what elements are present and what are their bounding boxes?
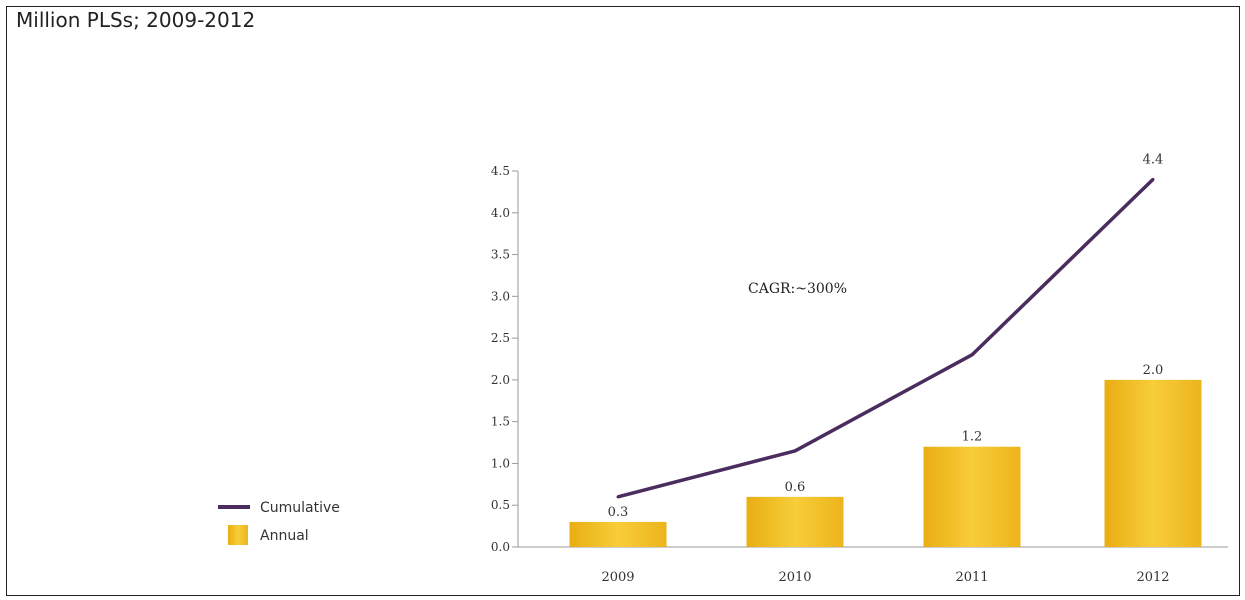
bar-annual-2011 [923, 446, 1021, 547]
y-tick-label: 1.5 [491, 415, 510, 429]
y-tick-label: 4.5 [491, 164, 510, 178]
data-labels: 0.3 0.6 1.2 2.0 4.4 [608, 152, 1164, 520]
y-tick-label: 2.0 [491, 373, 510, 387]
cagr-annotation: CAGR:~300% [748, 281, 847, 297]
y-tick-label: 2.5 [491, 331, 510, 345]
bar-value-label: 0.3 [608, 505, 629, 520]
x-tick-label: 2009 [601, 570, 634, 585]
y-tick-label: 0.0 [491, 540, 510, 554]
chart-frame [6, 6, 1240, 596]
bar-annual-2009 [569, 521, 667, 547]
x-tick-label: 2012 [1136, 570, 1169, 585]
cumulative-point-2010 [793, 449, 797, 453]
axes: 0.0 0.5 1.0 1.5 2.0 2.5 3.0 3.5 4.0 4.5 2009 2010 20… [491, 164, 1228, 585]
bar-annual-2010 [746, 496, 844, 547]
cumulative-line-layer [616, 177, 1155, 499]
cumulative-point-2012 [1151, 177, 1155, 181]
bars [569, 379, 1202, 547]
page-title: Million PLSs; 2009-2012 [16, 8, 256, 32]
cumulative-end-label: 4.4 [1143, 152, 1164, 167]
x-tick-label: 2010 [778, 570, 811, 585]
x-tick-label: 2011 [955, 570, 988, 585]
y-tick-label: 3.5 [491, 248, 510, 262]
y-tick-label: 4.0 [491, 206, 510, 220]
y-tick-label: 3.0 [491, 289, 510, 303]
bar-value-label: 1.2 [962, 430, 983, 445]
y-tick-label: 0.5 [491, 498, 510, 512]
cumulative-line [617, 178, 1155, 499]
bar-annual-2012 [1104, 379, 1202, 547]
legend: Cumulative Annual [218, 500, 340, 545]
legend-cumulative-label: Cumulative [260, 500, 340, 516]
cumulative-point-2009 [616, 495, 620, 499]
y-tick-label: 1.0 [491, 456, 510, 470]
cumulative-point-2011 [970, 353, 974, 357]
bar-value-label: 0.6 [785, 480, 806, 495]
legend-annual-label: Annual [260, 528, 309, 544]
legend-annual-swatch [228, 525, 248, 545]
bar-value-label: 2.0 [1143, 363, 1164, 378]
